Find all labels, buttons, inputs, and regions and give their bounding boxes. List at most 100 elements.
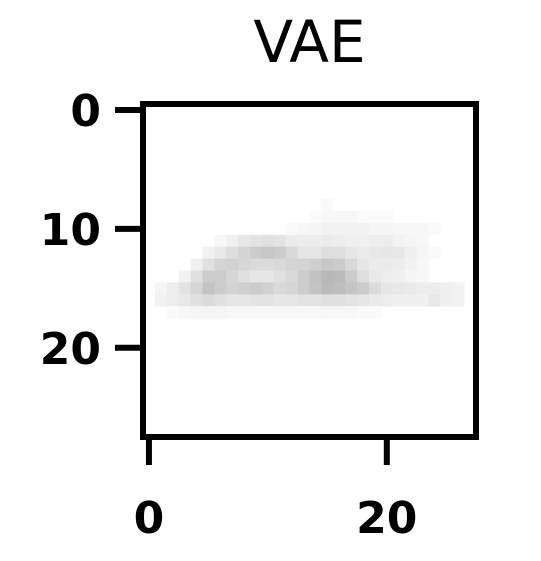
heatmap-cell	[214, 306, 227, 319]
heatmap-cell	[238, 270, 251, 283]
heatmap-cell	[297, 222, 310, 236]
heatmap-cell	[416, 246, 429, 259]
heatmap-cell	[238, 246, 251, 259]
heatmap-cell	[309, 306, 322, 319]
heatmap-cell	[345, 246, 358, 259]
heatmap-cell	[297, 270, 310, 283]
heatmap-cell	[368, 282, 382, 295]
heatmap-cell	[357, 258, 370, 271]
heatmap-cell	[166, 282, 180, 295]
heatmap-cell	[261, 246, 275, 259]
heatmap-cell	[452, 294, 465, 307]
heatmap-cell	[250, 282, 263, 295]
heatmap-cell	[380, 222, 394, 236]
heatmap-cell	[392, 246, 406, 259]
heatmap-cell	[321, 258, 334, 271]
heatmap-cell	[154, 294, 168, 307]
heatmap-cell	[416, 234, 429, 248]
heatmap-cell	[226, 282, 239, 295]
heatmap-cell	[392, 258, 406, 271]
heatmap-cell	[178, 294, 191, 307]
heatmap-cell	[226, 258, 239, 271]
heatmap-cell	[309, 294, 322, 307]
heatmap-cell	[261, 234, 275, 248]
heatmap-cell	[428, 294, 441, 307]
heatmap-cell	[452, 282, 465, 295]
heatmap-cell	[273, 270, 287, 283]
plot-frame	[140, 101, 479, 440]
heatmap-cell	[416, 282, 429, 295]
heatmap-cell	[404, 222, 417, 236]
heatmap-cell	[368, 246, 382, 259]
heatmap-cell	[285, 222, 298, 236]
heatmap-cell	[166, 294, 180, 307]
heatmap-cell	[309, 234, 322, 248]
heatmap-cell	[321, 246, 334, 259]
heatmap-cell	[226, 234, 239, 248]
heatmap-cell	[333, 246, 346, 259]
axes: 0 10 20 0 20	[40, 86, 479, 544]
heatmap-cell	[428, 246, 441, 259]
heatmap-cell	[357, 282, 370, 295]
heatmap-cell	[345, 306, 358, 319]
heatmap-cell	[368, 270, 382, 283]
heatmap-cell	[321, 306, 334, 319]
heatmap-cell	[214, 234, 227, 248]
heatmap-cell	[273, 306, 287, 319]
heatmap-cell	[309, 282, 322, 295]
heatmap-cell	[154, 282, 168, 295]
heatmap-cell	[333, 306, 346, 319]
heatmap-cell	[309, 211, 322, 224]
heatmap-cell	[368, 211, 382, 224]
heatmap-cell	[333, 282, 346, 295]
heatmap-cell	[368, 222, 382, 236]
heatmap-cells	[143, 104, 476, 437]
heatmap-cell	[238, 234, 251, 248]
heatmap-cell	[345, 222, 358, 236]
heatmap-cell	[404, 246, 417, 259]
heatmap-cell	[178, 306, 191, 319]
chart-title: VAE	[253, 8, 365, 76]
heatmap-cell	[380, 282, 394, 295]
heatmap-cell	[440, 282, 453, 295]
heatmap-cell	[392, 270, 406, 283]
heatmap-cell	[273, 258, 287, 271]
heatmap-cell	[357, 222, 370, 236]
heatmap-cell	[416, 294, 429, 307]
y-tick-label: 10	[40, 205, 101, 256]
heatmap-cell	[202, 270, 215, 283]
heatmap-cell	[285, 258, 298, 271]
heatmap-cell	[404, 282, 417, 295]
x-tick-label: 20	[356, 493, 417, 544]
heatmap-cell	[333, 211, 346, 224]
heatmap-cell	[345, 211, 358, 224]
heatmap-cell	[226, 306, 239, 319]
heatmap-cell	[202, 246, 215, 259]
heatmap-cell	[238, 282, 251, 295]
heatmap-cell	[250, 258, 263, 271]
heatmap-cell	[309, 246, 322, 259]
heatmap-cell	[214, 282, 227, 295]
heatmap-cell	[238, 294, 251, 307]
heatmap-cell	[392, 294, 406, 307]
heatmap-cell	[261, 258, 275, 271]
heatmap-cell	[202, 282, 215, 295]
heatmap-cell	[190, 294, 203, 307]
heatmap-cell	[214, 270, 227, 283]
heatmap-cell	[357, 211, 370, 224]
heatmap-cell	[380, 258, 394, 271]
heatmap-cell	[297, 246, 310, 259]
heatmap-cell	[392, 234, 406, 248]
heatmap-cell	[333, 222, 346, 236]
heatmap-cell	[345, 270, 358, 283]
heatmap-cell	[345, 234, 358, 248]
heatmap-cell	[178, 282, 191, 295]
heatmap-cell	[368, 294, 382, 307]
heatmap-cell	[345, 294, 358, 307]
heatmap-cell	[214, 246, 227, 259]
heatmap-cell	[333, 270, 346, 283]
heatmap-cell	[321, 270, 334, 283]
heatmap-cell	[380, 294, 394, 307]
heatmap-cell	[309, 270, 322, 283]
